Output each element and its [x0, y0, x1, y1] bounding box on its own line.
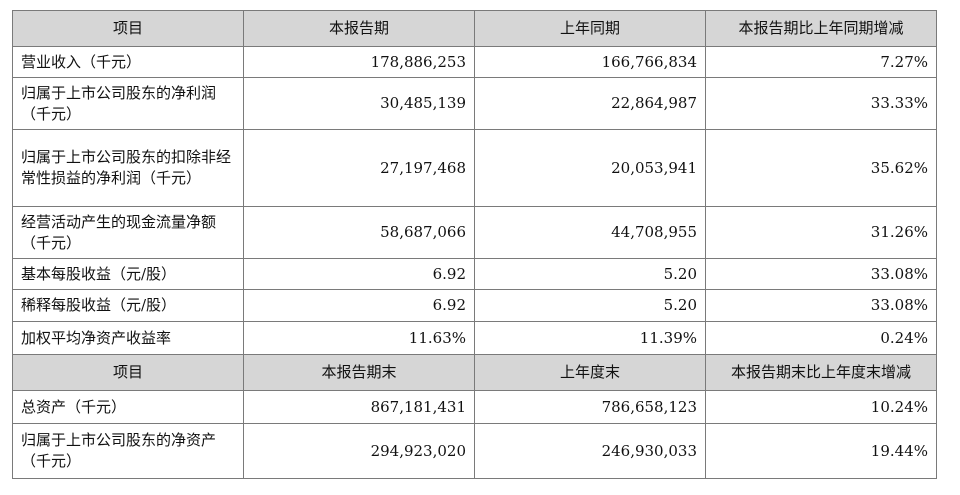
- prior-value: 5.20: [474, 289, 706, 322]
- current-value: 58,687,066: [243, 206, 475, 259]
- change-value: 31.26%: [705, 206, 937, 259]
- prior-value: 11.39%: [474, 321, 706, 355]
- change-value: 33.08%: [705, 289, 937, 322]
- change-value: 33.33%: [705, 77, 937, 130]
- row-label: 营业收入（千元）: [12, 46, 244, 78]
- header-cell-period-end: 本报告期末: [243, 354, 475, 391]
- header-cell-year-end-change: 本报告期末比上年度末增减: [705, 354, 937, 391]
- prior-value: 246,930,033: [474, 423, 706, 479]
- change-value: 19.44%: [705, 423, 937, 479]
- prior-value: 22,864,987: [474, 77, 706, 130]
- table-row: 加权平均净资产收益率 11.63% 11.39% 0.24%: [12, 321, 937, 355]
- table-row: 总资产（千元） 867,181,431 786,658,123 10.24%: [12, 390, 937, 424]
- change-value: 33.08%: [705, 258, 937, 290]
- prior-value: 20,053,941: [474, 129, 706, 207]
- row-label: 稀释每股收益（元/股）: [12, 289, 244, 322]
- row-label: 加权平均净资产收益率: [12, 321, 244, 355]
- key-financial-indicators-table: 项目 本报告期 上年同期 本报告期比上年同期增减 营业收入（千元） 178,88…: [12, 10, 937, 479]
- prior-value: 786,658,123: [474, 390, 706, 424]
- row-label: 归属于上市公司股东的净资产（千元）: [12, 423, 244, 479]
- row-label: 归属于上市公司股东的净利润（千元）: [12, 77, 244, 130]
- current-value: 30,485,139: [243, 77, 475, 130]
- table-row: 经营活动产生的现金流量净额（千元） 58,687,066 44,708,955 …: [12, 206, 937, 259]
- header-cell-current-period: 本报告期: [243, 10, 475, 47]
- prior-value: 44,708,955: [474, 206, 706, 259]
- header-cell-item: 项目: [12, 10, 244, 47]
- header-cell-item: 项目: [12, 354, 244, 391]
- table-header-row: 项目 本报告期末 上年度末 本报告期末比上年度末增减: [12, 354, 937, 391]
- prior-value: 5.20: [474, 258, 706, 290]
- row-label: 经营活动产生的现金流量净额（千元）: [12, 206, 244, 259]
- header-cell-prior-year-end: 上年度末: [474, 354, 706, 391]
- table-row: 营业收入（千元） 178,886,253 166,766,834 7.27%: [12, 46, 937, 78]
- change-value: 10.24%: [705, 390, 937, 424]
- table-row: 归属于上市公司股东的净资产（千元） 294,923,020 246,930,03…: [12, 423, 937, 479]
- table-header-row: 项目 本报告期 上年同期 本报告期比上年同期增减: [12, 10, 937, 47]
- current-value: 867,181,431: [243, 390, 475, 424]
- current-value: 27,197,468: [243, 129, 475, 207]
- prior-value: 166,766,834: [474, 46, 706, 78]
- table-row: 归属于上市公司股东的扣除非经常性损益的净利润（千元） 27,197,468 20…: [12, 129, 937, 207]
- table-row: 稀释每股收益（元/股） 6.92 5.20 33.08%: [12, 289, 937, 322]
- header-cell-prior-period: 上年同期: [474, 10, 706, 47]
- table-row: 归属于上市公司股东的净利润（千元） 30,485,139 22,864,987 …: [12, 77, 937, 130]
- change-value: 7.27%: [705, 46, 937, 78]
- financial-indicators-sheet: 项目 本报告期 上年同期 本报告期比上年同期增减 营业收入（千元） 178,88…: [12, 10, 937, 479]
- change-value: 35.62%: [705, 129, 937, 207]
- current-value: 294,923,020: [243, 423, 475, 479]
- current-value: 6.92: [243, 258, 475, 290]
- header-cell-period-change: 本报告期比上年同期增减: [705, 10, 937, 47]
- change-value: 0.24%: [705, 321, 937, 355]
- current-value: 11.63%: [243, 321, 475, 355]
- row-label: 总资产（千元）: [12, 390, 244, 424]
- current-value: 178,886,253: [243, 46, 475, 78]
- current-value: 6.92: [243, 289, 475, 322]
- table-row: 基本每股收益（元/股） 6.92 5.20 33.08%: [12, 258, 937, 290]
- row-label: 归属于上市公司股东的扣除非经常性损益的净利润（千元）: [12, 129, 244, 207]
- row-label: 基本每股收益（元/股）: [12, 258, 244, 290]
